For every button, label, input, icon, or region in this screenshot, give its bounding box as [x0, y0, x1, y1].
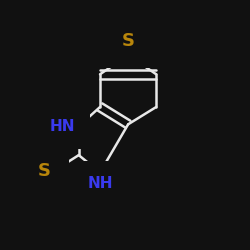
Text: NH: NH — [87, 176, 113, 191]
Text: HN: HN — [49, 119, 75, 134]
Text: S: S — [122, 32, 134, 50]
Text: S: S — [38, 162, 51, 180]
